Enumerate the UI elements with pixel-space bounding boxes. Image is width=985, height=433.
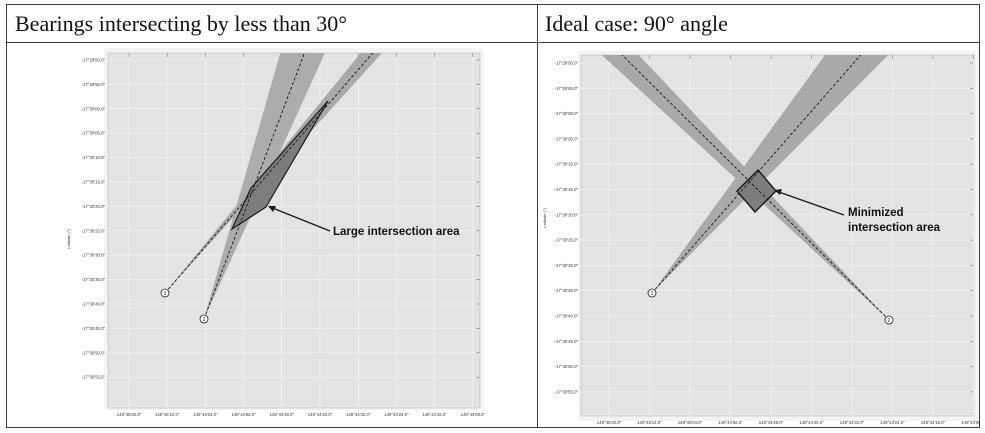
y-tick-label: -17°30'15.0" — [82, 180, 106, 185]
left-bearing-line-2 — [203, 53, 305, 320]
y-tick-label: -17°30'05.0" — [555, 136, 579, 141]
left-bearing-wedge-1 — [165, 53, 382, 293]
y-tick-label: -17°30'45.0" — [555, 339, 579, 344]
right-station-1-marker — [647, 288, 657, 298]
y-tick-label: -17°30'25.0" — [82, 228, 106, 233]
x-tick-label: 149°44'32.0" — [346, 412, 371, 417]
x-tick-label: 149°44'32.0" — [840, 420, 865, 425]
left-x-tick-labels: 149°45'20.0" 149°45'12.0" 149°45'04.0" 149°… — [117, 412, 486, 417]
right-annotation-line-1: Minimized — [848, 207, 904, 219]
right-bearing-line-2 — [621, 55, 890, 321]
left-y-axis-title: Latitude (°) — [66, 229, 71, 249]
right-plot: Minimized intersection area 1 2 -17°29'5… — [542, 51, 985, 425]
y-tick-label: -17°30'20.0" — [555, 212, 579, 217]
y-tick-label: -17°30'35.0" — [82, 277, 106, 282]
left-annotation-arrowhead — [268, 206, 276, 212]
y-tick-label: -17°30'10.0" — [555, 162, 579, 167]
left-plot: Large intersection area 1 2 -17°29'50.0"… — [66, 48, 486, 417]
y-tick-label: -17°29'55.0" — [555, 86, 579, 91]
x-tick-label: 149°45'04.0" — [678, 420, 703, 425]
x-tick-label: 149°44'08.0" — [961, 420, 980, 425]
header-cell-ideal-case: Ideal case: 90° angle — [545, 11, 728, 36]
x-tick-label: 149°44'56.0" — [718, 420, 743, 425]
right-y-axis-title: Latitude (°) — [542, 208, 547, 228]
x-tick-label: 149°45'20.0" — [597, 420, 622, 425]
column-divider — [537, 5, 538, 427]
y-tick-label: -17°30'55.0" — [555, 389, 579, 394]
comparison-table: Bearings intersecting by less than 30° I… — [6, 4, 985, 428]
x-tick-label: 149°44'40.0" — [799, 420, 824, 425]
x-tick-label: 149°44'16.0" — [422, 412, 447, 417]
y-tick-label: -17°30'30.0" — [82, 253, 106, 258]
left-station-1-marker — [160, 288, 170, 298]
y-tick-label: -17°30'35.0" — [555, 288, 579, 293]
y-tick-label: -17°30'10.0" — [82, 155, 106, 160]
x-tick-label: 149°44'08.0" — [461, 412, 486, 417]
left-annotation-leader — [269, 206, 331, 232]
y-tick-label: -17°30'15.0" — [555, 187, 579, 192]
y-tick-label: -17°30'40.0" — [82, 302, 106, 307]
right-y-tick-labels: -17°29'50.0" -17°29'55.0" -17°30'00.0" -17°… — [555, 61, 579, 395]
right-annotation-leader — [775, 190, 845, 216]
y-tick-label: -17°30'55.0" — [82, 375, 106, 380]
y-tick-label: -17°30'05.0" — [82, 131, 106, 136]
y-tick-label: -17°30'45.0" — [82, 326, 106, 331]
left-station-1-label: 1 — [164, 291, 167, 297]
x-tick-label: 149°45'04.0" — [193, 412, 218, 417]
right-station-2-label: 2 — [888, 318, 891, 324]
left-plot-panel: Large intersection area 1 2 -17°29'50.0"… — [8, 43, 537, 428]
y-tick-label: -17°29'50.0" — [555, 61, 579, 66]
x-tick-label: 149°45'20.0" — [117, 412, 142, 417]
left-y-tick-labels: -17°29'50.0" -17°29'55.0" -17°30'00.0" -17°… — [82, 58, 106, 380]
right-annotation-line-2: intersection area — [848, 222, 941, 234]
y-tick-label: -17°30'30.0" — [555, 263, 579, 268]
header-divider — [7, 42, 979, 43]
x-tick-label: 149°45'12.0" — [637, 420, 662, 425]
left-bearing-line-1 — [164, 53, 374, 294]
right-x-tick-labels: 149°45'20.0" 149°45'12.0" 149°45'04.0" 149°… — [597, 420, 985, 425]
x-tick-label: 149°44'56.0" — [231, 412, 256, 417]
header-cell-small-angle: Bearings intersecting by less than 30° — [15, 11, 348, 36]
left-station-2-label: 2 — [203, 317, 206, 323]
right-station-1-label: 1 — [651, 291, 654, 297]
left-bearing-wedge-2 — [204, 53, 325, 319]
x-tick-label: 149°44'48.0" — [759, 420, 784, 425]
right-station-2-marker — [884, 315, 894, 325]
x-tick-label: 149°45'12.0" — [155, 412, 180, 417]
y-tick-label: -17°29'50.0" — [82, 58, 106, 63]
right-annotation-arrowhead — [774, 189, 782, 195]
x-tick-label: 149°44'48.0" — [270, 412, 295, 417]
y-tick-label: -17°30'00.0" — [555, 111, 579, 116]
y-tick-label: -17°29'55.0" — [82, 82, 106, 87]
x-tick-label: 149°44'40.0" — [308, 412, 333, 417]
right-bearing-line-1 — [651, 55, 862, 294]
x-tick-label: 149°44'24.0" — [384, 412, 409, 417]
left-station-2-marker — [199, 314, 209, 324]
x-tick-label: 149°44'24.0" — [880, 420, 905, 425]
y-tick-label: -17°30'50.0" — [82, 350, 106, 355]
y-tick-label: -17°30'50.0" — [555, 364, 579, 369]
y-tick-label: -17°30'20.0" — [82, 204, 106, 209]
y-tick-label: -17°30'40.0" — [555, 314, 579, 319]
y-tick-label: -17°30'00.0" — [82, 106, 106, 111]
y-tick-label: -17°30'25.0" — [555, 238, 579, 243]
right-plot-panel: Minimized intersection area 1 2 -17°29'5… — [538, 43, 985, 428]
x-tick-label: 149°44'16.0" — [921, 420, 946, 425]
right-plot-area — [580, 54, 975, 417]
left-annotation: Large intersection area — [333, 226, 460, 238]
